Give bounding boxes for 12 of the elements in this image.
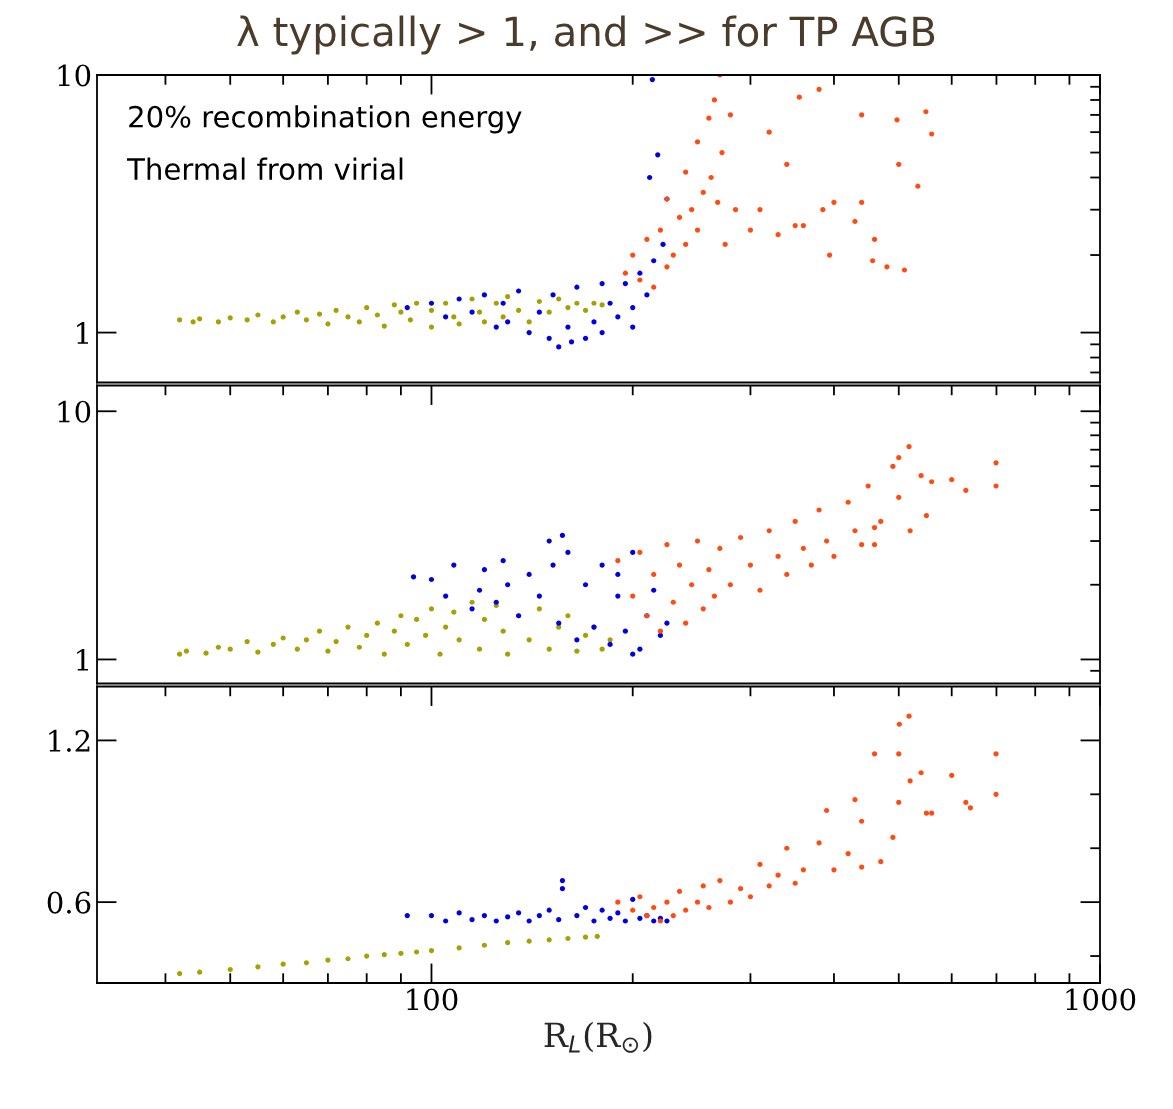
y-tick-label: 0.6 [47,891,91,914]
annotation: 20% recombination energy [129,105,522,134]
y-tick-label: 1 [77,648,88,671]
annotation: Thermal from virial [127,157,403,181]
x-tick-label: 1000 [1066,988,1136,1011]
chart-title: λ typically > 1, and >> for TP AGB [237,15,935,55]
x-axis-title: R$_{L}$(R$_{⊙}$) [544,1021,652,1053]
y-tick-label: 10 [58,64,91,87]
y-tick-label: 10 [58,400,91,423]
y-tick-label: 1.2 [49,729,90,752]
y-tick-label: 1 [77,322,88,344]
x-tick-label: 100 [407,988,458,1011]
